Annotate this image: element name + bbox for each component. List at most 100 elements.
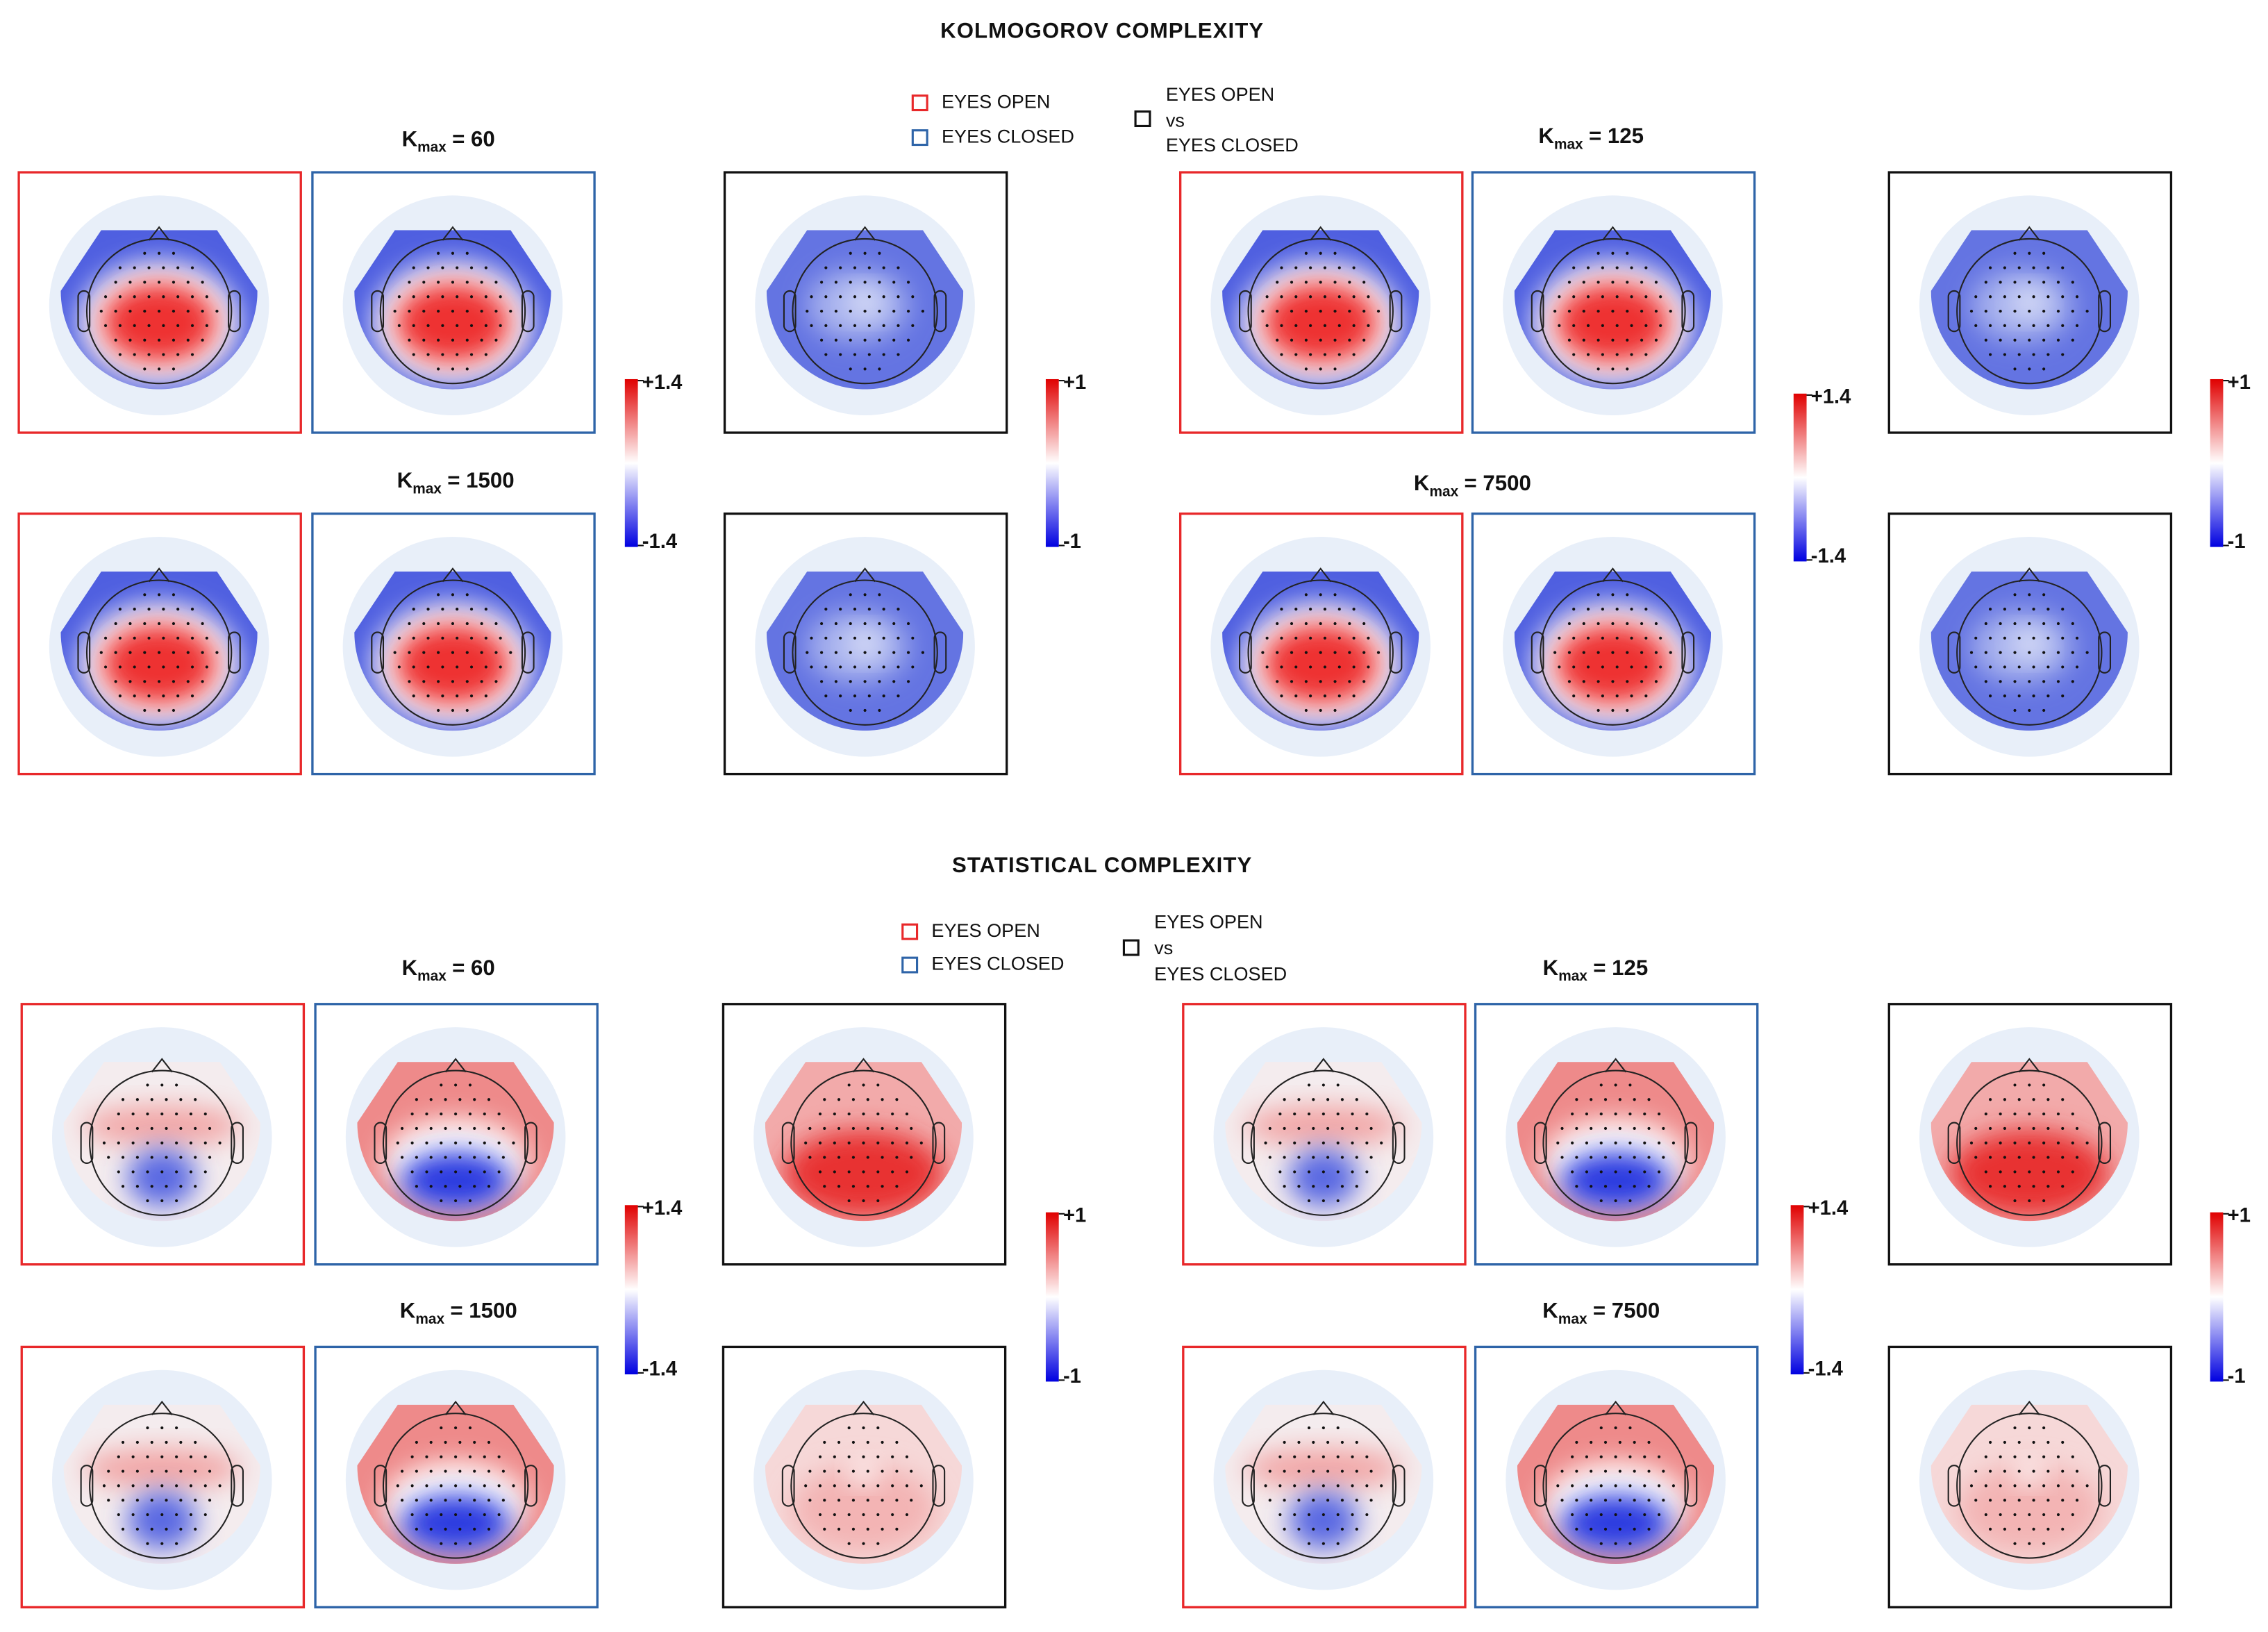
electrode bbox=[1988, 1126, 1992, 1130]
electrode bbox=[107, 1156, 110, 1159]
electrode bbox=[1319, 338, 1322, 342]
electrode bbox=[1599, 1542, 1603, 1545]
electrode bbox=[1654, 309, 1658, 313]
electrode bbox=[1280, 608, 1283, 611]
electrode bbox=[1560, 1126, 1564, 1130]
nose bbox=[1310, 567, 1332, 583]
electrode bbox=[1326, 1527, 1330, 1531]
electrode bbox=[824, 694, 828, 698]
electrode bbox=[2046, 665, 2050, 669]
map-blob bbox=[1288, 1149, 1358, 1207]
electrode bbox=[2032, 1440, 2035, 1444]
electrode bbox=[1276, 309, 1279, 313]
electrode bbox=[2042, 1112, 2046, 1116]
electrode bbox=[1611, 338, 1615, 342]
electrode bbox=[2028, 1513, 2031, 1517]
electrode bbox=[810, 324, 813, 327]
ear bbox=[1389, 290, 1403, 333]
map-blob bbox=[127, 1149, 197, 1207]
electrode bbox=[441, 353, 444, 356]
electrode bbox=[847, 1426, 851, 1430]
electrode bbox=[143, 338, 147, 342]
electrode bbox=[162, 324, 165, 327]
electrode bbox=[891, 1513, 894, 1517]
electrode bbox=[804, 1141, 808, 1144]
electrode bbox=[473, 1499, 476, 1502]
colorbar bbox=[1790, 1205, 1804, 1375]
electrode bbox=[444, 1185, 447, 1188]
electrode bbox=[1312, 1527, 1315, 1531]
electrode bbox=[1321, 1455, 1325, 1458]
electrode bbox=[509, 309, 512, 313]
electrode bbox=[1671, 1484, 1676, 1488]
electrode bbox=[2028, 1484, 2031, 1488]
electrode bbox=[1596, 338, 1600, 342]
electrode bbox=[194, 1527, 197, 1531]
electrode bbox=[397, 665, 401, 669]
electrode bbox=[179, 1126, 183, 1130]
map-blob bbox=[400, 1151, 511, 1210]
electrode bbox=[1575, 1469, 1578, 1473]
nose bbox=[442, 226, 464, 241]
electrode bbox=[2071, 651, 2074, 654]
electrode bbox=[483, 1484, 486, 1488]
nose bbox=[442, 567, 464, 583]
electrode bbox=[823, 1126, 826, 1130]
map-blob bbox=[1244, 1448, 1403, 1489]
electrode bbox=[1278, 1455, 1282, 1458]
electrode bbox=[1618, 1185, 1621, 1188]
electrode bbox=[1662, 1156, 1665, 1159]
electrode bbox=[102, 1484, 106, 1488]
electrode bbox=[150, 1440, 153, 1444]
electrode bbox=[1974, 636, 1978, 640]
electrode bbox=[1572, 295, 1576, 299]
electrode bbox=[1658, 1170, 1661, 1174]
electrode bbox=[162, 266, 165, 269]
electrode bbox=[484, 608, 487, 611]
electrode bbox=[1336, 1513, 1340, 1517]
electrode bbox=[1268, 1126, 1271, 1130]
electrode bbox=[2028, 309, 2031, 313]
electrode bbox=[501, 1499, 505, 1502]
electrode bbox=[189, 1112, 193, 1116]
electrode bbox=[847, 1083, 851, 1087]
electrode bbox=[834, 680, 838, 683]
electrode bbox=[1988, 266, 1992, 269]
electrode bbox=[103, 324, 108, 327]
electrode bbox=[480, 622, 483, 626]
electrode bbox=[147, 353, 151, 356]
electrode bbox=[876, 1455, 880, 1458]
electrode bbox=[1572, 608, 1576, 611]
legend-swatch bbox=[901, 923, 919, 940]
electrode bbox=[862, 1141, 865, 1144]
electrode bbox=[444, 1098, 447, 1101]
electrode bbox=[1988, 1156, 1992, 1159]
electrode bbox=[121, 1126, 125, 1130]
electrode bbox=[1283, 1185, 1286, 1188]
electrode bbox=[201, 651, 204, 654]
electrode bbox=[1633, 1469, 1636, 1473]
electrode bbox=[1999, 680, 2002, 683]
electrode bbox=[146, 1484, 149, 1488]
electrode bbox=[1558, 295, 1561, 299]
electrode bbox=[160, 1112, 164, 1116]
electrode bbox=[160, 1484, 164, 1488]
electrode bbox=[465, 622, 469, 626]
electrode bbox=[501, 1469, 505, 1473]
electrode bbox=[2017, 295, 2021, 299]
electrode bbox=[1611, 309, 1615, 313]
electrode bbox=[412, 295, 415, 299]
electrode bbox=[1265, 636, 1269, 640]
electrode bbox=[1319, 309, 1322, 313]
electrode bbox=[146, 1141, 149, 1144]
electrode bbox=[1988, 665, 1992, 669]
electrode bbox=[1626, 281, 1629, 284]
electrode bbox=[499, 636, 502, 640]
electrode bbox=[833, 1112, 836, 1116]
electrode bbox=[1590, 1098, 1593, 1101]
electrode bbox=[2061, 266, 2065, 269]
electrode bbox=[1336, 1170, 1340, 1174]
electrode bbox=[892, 680, 896, 683]
electrode bbox=[1304, 281, 1308, 284]
electrode bbox=[1571, 1170, 1574, 1174]
